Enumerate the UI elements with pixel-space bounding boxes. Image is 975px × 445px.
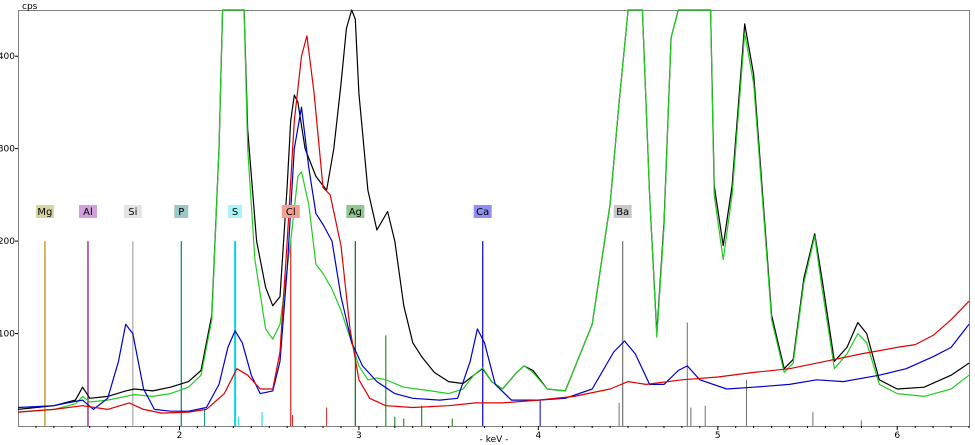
- x-tick-label: 2: [177, 431, 183, 441]
- element-label-box-mg: [35, 205, 54, 218]
- element-label-box-al: [78, 205, 97, 218]
- series-line-3: [17, 106, 970, 412]
- element-label-ca: Ca: [476, 207, 489, 218]
- y-tick-label: 300: [0, 145, 15, 155]
- element-label-ag: Ag: [349, 207, 362, 218]
- x-axis-title: - keV -: [480, 435, 509, 445]
- x-tick-label: 6: [894, 431, 900, 441]
- element-label-mg: Mg: [37, 207, 52, 218]
- element-label-s: S: [232, 207, 238, 218]
- plot-frame: [18, 10, 970, 427]
- x-tick-label: 5: [715, 431, 721, 441]
- element-label-box-p: [174, 205, 189, 218]
- x-tick-label: 4: [535, 431, 541, 441]
- y-axis-title: cps: [22, 2, 38, 12]
- element-label-ba: Ba: [616, 207, 629, 218]
- series-lines: [17, 9, 970, 414]
- element-label-cl: Cl: [286, 207, 296, 218]
- axes: 2 3 4 5 6 100 200 300 400: [0, 52, 970, 441]
- element-labels: Mg Al Si P S Cl Ag Ca Ba: [35, 205, 632, 218]
- y-tick-label: 100: [0, 330, 15, 340]
- element-label-box-ba: [613, 205, 632, 218]
- series-line-4: [17, 35, 970, 414]
- element-label-box-ca: [473, 205, 492, 218]
- y-tick-label: 200: [0, 237, 15, 247]
- element-label-si: Si: [128, 207, 137, 218]
- element-label-box-ag: [346, 205, 365, 218]
- element-label-al: Al: [83, 207, 93, 218]
- series-line-2: [17, 9, 970, 413]
- x-tick-label: 3: [356, 431, 362, 441]
- element-label-box-cl: [281, 205, 300, 218]
- element-label-box-s: [228, 205, 243, 218]
- y-tick-label: 400: [0, 52, 15, 62]
- element-label-box-si: [123, 205, 142, 218]
- element-label-p: P: [178, 207, 184, 218]
